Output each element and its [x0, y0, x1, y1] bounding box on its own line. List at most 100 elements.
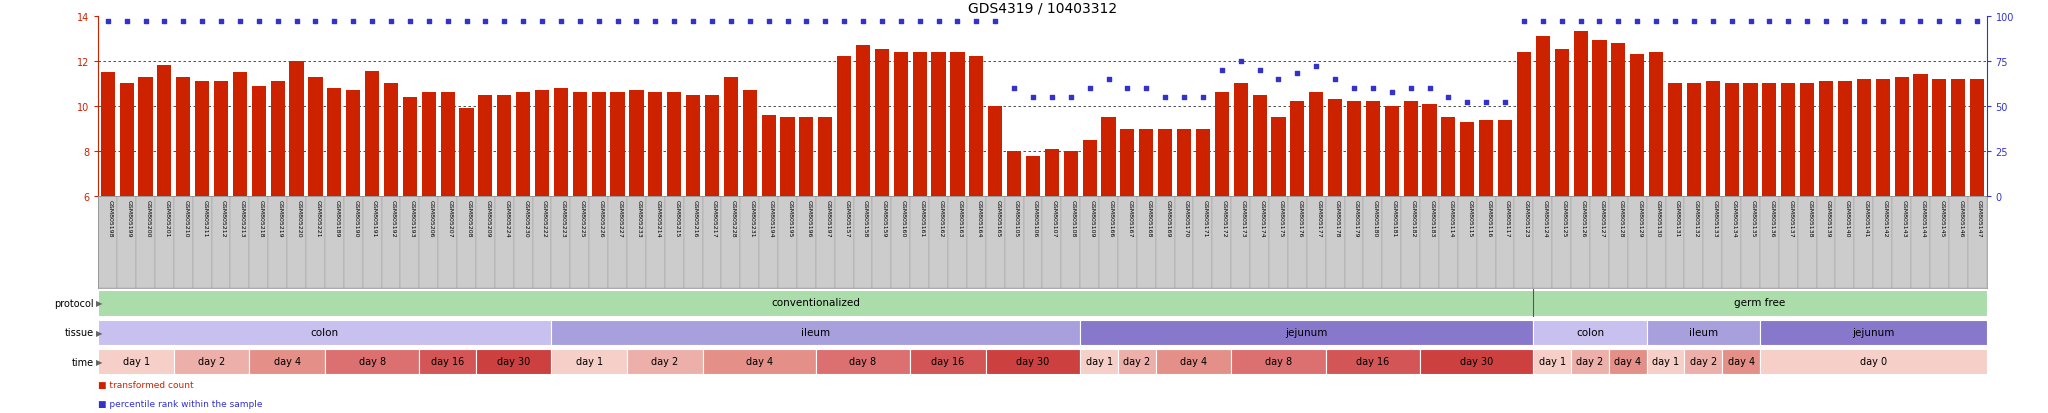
- Text: day 8: day 8: [1266, 356, 1292, 366]
- Bar: [686, 95, 700, 197]
- Bar: [913, 52, 928, 197]
- Bar: [1155, 197, 1176, 288]
- Point: [621, 19, 653, 25]
- Point: [1735, 19, 1767, 25]
- Bar: [1534, 349, 1571, 375]
- Bar: [135, 197, 156, 288]
- Bar: [743, 91, 758, 197]
- Point: [997, 85, 1030, 92]
- Text: GSM805226: GSM805226: [598, 200, 604, 237]
- Bar: [551, 349, 627, 375]
- Bar: [1026, 157, 1040, 197]
- Point: [1450, 100, 1483, 107]
- Point: [487, 19, 520, 25]
- Text: GSM805169: GSM805169: [1165, 200, 1169, 237]
- Text: day 1: day 1: [1538, 356, 1567, 366]
- Bar: [838, 57, 852, 197]
- Text: GSM805174: GSM805174: [1260, 200, 1264, 237]
- Bar: [778, 197, 797, 288]
- Text: ▶: ▶: [96, 357, 102, 366]
- Bar: [1458, 197, 1477, 288]
- Bar: [1155, 349, 1231, 375]
- Bar: [723, 77, 737, 197]
- Text: ■ percentile rank within the sample: ■ percentile rank within the sample: [98, 399, 262, 408]
- Text: GSM805126: GSM805126: [1581, 200, 1585, 237]
- Text: ■ transformed count: ■ transformed count: [98, 380, 195, 389]
- Text: jejunum: jejunum: [1286, 327, 1327, 337]
- Bar: [174, 197, 193, 288]
- Bar: [250, 349, 326, 375]
- Bar: [1763, 84, 1776, 197]
- Text: GSM805129: GSM805129: [1636, 200, 1642, 237]
- Bar: [98, 320, 551, 345]
- Bar: [1665, 197, 1683, 288]
- Bar: [1102, 118, 1116, 197]
- Bar: [309, 77, 322, 197]
- Bar: [1518, 52, 1532, 197]
- Text: day 4: day 4: [1729, 356, 1755, 366]
- Text: day 2: day 2: [1690, 356, 1716, 366]
- Bar: [1683, 197, 1704, 288]
- Bar: [1552, 197, 1571, 288]
- Point: [922, 19, 954, 25]
- Bar: [1683, 349, 1722, 375]
- Bar: [854, 197, 872, 288]
- Text: day 30: day 30: [498, 356, 530, 366]
- Bar: [457, 197, 475, 288]
- Bar: [815, 349, 909, 375]
- Point: [299, 19, 332, 25]
- Bar: [1366, 102, 1380, 197]
- Bar: [270, 82, 285, 197]
- Bar: [459, 109, 473, 197]
- Text: GSM805173: GSM805173: [1241, 200, 1245, 237]
- Bar: [1571, 349, 1610, 375]
- Bar: [1610, 197, 1628, 288]
- Text: GSM805139: GSM805139: [1827, 200, 1831, 237]
- Point: [1262, 76, 1294, 83]
- Text: GSM805166: GSM805166: [1108, 200, 1114, 237]
- Text: GSM805167: GSM805167: [1126, 200, 1133, 237]
- Bar: [422, 93, 436, 197]
- Bar: [1288, 197, 1307, 288]
- Text: time: time: [72, 357, 94, 367]
- Bar: [569, 197, 590, 288]
- Point: [772, 19, 805, 25]
- Point: [356, 19, 389, 25]
- Text: GSM805137: GSM805137: [1788, 200, 1794, 237]
- Bar: [702, 349, 815, 375]
- Point: [1300, 64, 1333, 70]
- Bar: [874, 50, 889, 197]
- Bar: [608, 197, 627, 288]
- Text: GSM805132: GSM805132: [1694, 200, 1700, 237]
- Text: GSM805181: GSM805181: [1393, 200, 1397, 237]
- Text: GSM805219: GSM805219: [279, 200, 283, 237]
- Bar: [1630, 55, 1645, 197]
- Bar: [514, 197, 532, 288]
- Bar: [1290, 102, 1305, 197]
- Text: GSM805116: GSM805116: [1487, 200, 1491, 237]
- Text: GSM805198: GSM805198: [109, 200, 113, 237]
- Bar: [532, 197, 551, 288]
- Bar: [1534, 320, 1647, 345]
- Text: GSM805105: GSM805105: [1014, 200, 1020, 237]
- Text: GSM805210: GSM805210: [182, 200, 188, 237]
- Bar: [1782, 84, 1796, 197]
- Text: day 2: day 2: [1577, 356, 1604, 366]
- Text: day 2: day 2: [199, 356, 225, 366]
- Bar: [381, 197, 401, 288]
- Point: [262, 19, 295, 25]
- Text: day 1: day 1: [1653, 356, 1679, 366]
- Point: [281, 19, 313, 25]
- Bar: [1194, 197, 1212, 288]
- Bar: [1835, 197, 1853, 288]
- Bar: [362, 197, 381, 288]
- Point: [317, 19, 350, 25]
- Bar: [98, 197, 117, 288]
- Bar: [1817, 197, 1835, 288]
- Text: GSM805128: GSM805128: [1618, 200, 1624, 237]
- Bar: [705, 95, 719, 197]
- Text: GSM805194: GSM805194: [768, 200, 774, 237]
- Bar: [1325, 349, 1419, 375]
- Text: GSM805212: GSM805212: [221, 200, 225, 237]
- Bar: [1554, 50, 1569, 197]
